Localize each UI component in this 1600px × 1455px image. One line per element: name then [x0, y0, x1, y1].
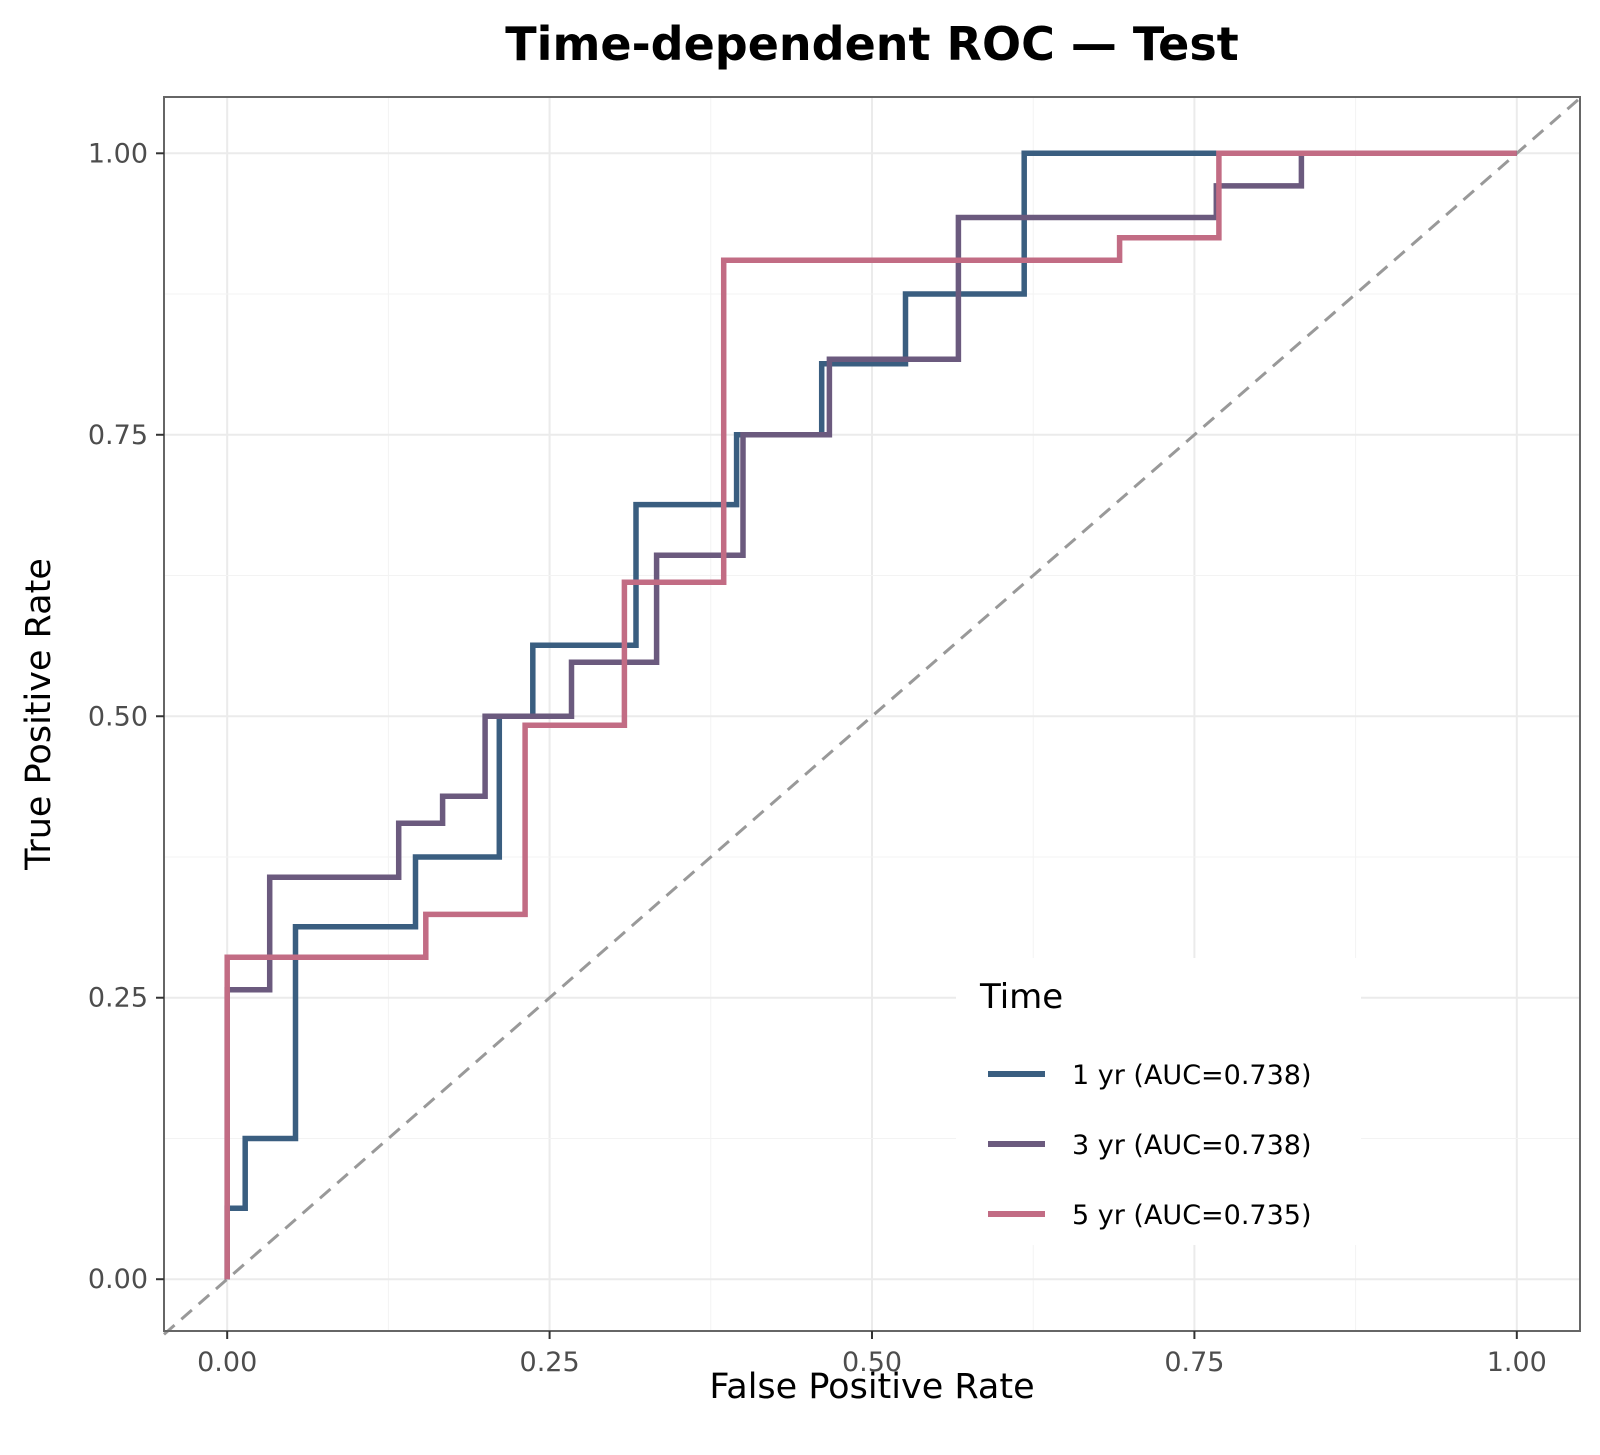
y-axis-ticks: 0.00 0.25 0.50 0.75 1.00 — [88, 138, 164, 1295]
roc-curve-1 — [224, 150, 1517, 1280]
x-tick-label: 1.00 — [1487, 1347, 1547, 1378]
x-tick-label: 0.75 — [1164, 1347, 1224, 1378]
x-tick-label: 0.00 — [197, 1347, 257, 1378]
y-tick-label: 0.00 — [88, 1264, 148, 1295]
reference-diagonal — [163, 96, 1581, 1336]
legend: Time 1 yr (AUC=0.738) 3 yr (AUC=0.738) 5 y… — [956, 958, 1361, 1245]
y-tick-label: 0.50 — [88, 701, 148, 732]
y-tick-label: 0.75 — [88, 420, 148, 451]
legend-title: Time — [979, 977, 1063, 1017]
chart-title: Time-dependent ROC — Test — [505, 17, 1238, 71]
y-axis-title: True Positive Rate — [19, 558, 59, 871]
x-axis-ticks: 0.00 0.25 0.50 0.75 1.00 — [197, 1331, 1547, 1378]
x-tick-label: 0.25 — [520, 1347, 580, 1378]
legend-items: 1 yr (AUC=0.738) 3 yr (AUC=0.738) 5 yr (AU… — [988, 1060, 1312, 1231]
x-tick-label: 0.50 — [842, 1347, 902, 1378]
x-axis-title: False Positive Rate — [709, 1367, 1034, 1407]
reference-diagonal-line — [163, 96, 1581, 1336]
legend-label-2: 3 yr (AUC=0.738) — [1072, 1130, 1312, 1161]
legend-background — [956, 958, 1361, 1245]
legend-label-1: 1 yr (AUC=0.738) — [1072, 1060, 1312, 1091]
y-tick-label: 1.00 — [88, 138, 148, 169]
roc-curves — [224, 150, 1517, 1280]
legend-label-3: 5 yr (AUC=0.735) — [1072, 1200, 1312, 1231]
roc-curve-3 — [224, 150, 1517, 1280]
y-tick-label: 0.25 — [88, 983, 148, 1014]
